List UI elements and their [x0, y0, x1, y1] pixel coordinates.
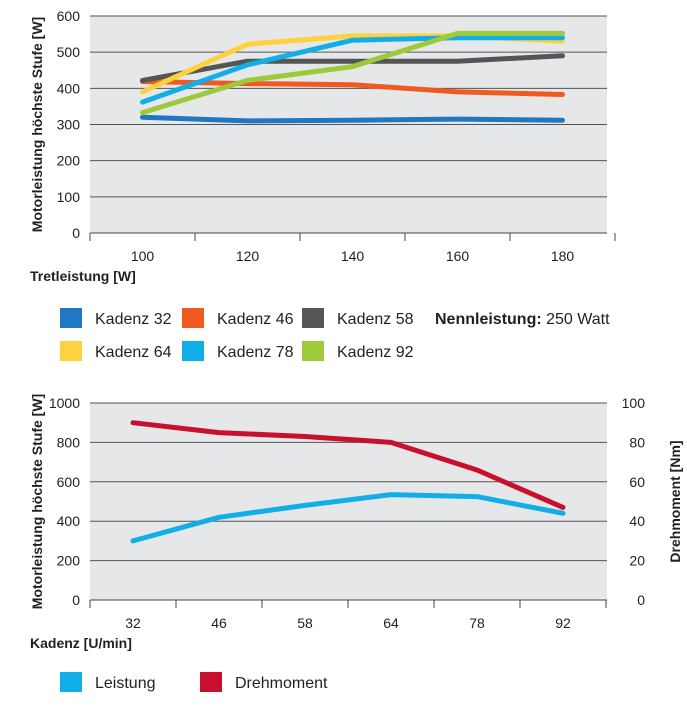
y-tick-label: 300 — [57, 117, 81, 133]
y-tick-label: 400 — [57, 80, 81, 96]
y-tick-label: 200 — [57, 153, 81, 169]
nominal-power-note: Nennleistung: 250 Watt — [435, 311, 610, 328]
legend-label: Drehmoment — [235, 675, 328, 692]
legend-swatch — [302, 341, 324, 361]
x-tick-label: 120 — [236, 248, 260, 264]
x-tick-label: 58 — [297, 615, 313, 631]
legend-swatch — [182, 341, 204, 361]
note-bold: Nennleistung: — [435, 311, 542, 328]
legend-swatch — [60, 308, 82, 328]
y-tick-label: 0 — [72, 592, 80, 608]
legend-swatch — [60, 672, 82, 692]
legend-label: Kadenz 32 — [95, 311, 172, 328]
series-line-kadenz-32 — [140, 114, 565, 124]
legend-label: Kadenz 58 — [337, 311, 414, 328]
legend-swatch — [60, 341, 82, 361]
y-tick-label: 200 — [57, 553, 81, 569]
x-axis-label: Kadenz [U/min] — [30, 635, 132, 651]
legend-label: Kadenz 92 — [337, 344, 414, 361]
y-tick-label: 600 — [57, 8, 81, 24]
y-tick-label: 500 — [57, 44, 81, 60]
y-axis-label: Motorleistung höchste Stufe [W] — [29, 394, 45, 609]
x-tick-label: 160 — [446, 248, 470, 264]
y-right-tick-label: 40 — [629, 513, 645, 529]
y-tick-label: 1000 — [49, 395, 80, 411]
legend-label: Kadenz 78 — [217, 344, 294, 361]
series-line-kadenz-78 — [140, 35, 565, 105]
y-right-tick-label: 0 — [637, 592, 645, 608]
series-line-kadenz-92 — [140, 30, 565, 116]
x-tick-label: 64 — [383, 615, 399, 631]
y-tick-label: 600 — [57, 474, 81, 490]
y-right-tick-label: 60 — [629, 474, 645, 490]
y-right-axis-label: Drehmoment [Nm] — [667, 440, 683, 562]
legend-swatch — [182, 308, 204, 328]
x-axis-label: Tretleistung [W] — [30, 268, 136, 284]
series-line-kadenz-46 — [140, 79, 565, 97]
x-tick-label: 46 — [211, 615, 227, 631]
series-line-drehmoment — [130, 420, 566, 510]
y-tick-label: 800 — [57, 434, 81, 450]
x-tick-label: 78 — [469, 615, 485, 631]
x-tick-label: 140 — [341, 248, 365, 264]
legend-label: Leistung — [95, 675, 156, 692]
series-line-leistung — [130, 492, 566, 544]
legend-swatch — [302, 308, 324, 328]
y-tick-label: 100 — [57, 189, 81, 205]
series-line-kadenz-58 — [140, 53, 565, 83]
y-axis-label: Motorleistung höchste Stufe [W] — [29, 17, 45, 232]
x-tick-label: 180 — [551, 248, 575, 264]
y-tick-label: 400 — [57, 513, 81, 529]
y-tick-label: 0 — [72, 225, 80, 241]
y-right-tick-label: 20 — [629, 553, 645, 569]
note-text: 250 Watt — [542, 311, 610, 328]
x-tick-label: 32 — [125, 615, 141, 631]
legend-label: Kadenz 64 — [95, 344, 172, 361]
x-tick-label: 100 — [131, 248, 155, 264]
legend-label: Kadenz 46 — [217, 311, 294, 328]
y-right-tick-label: 100 — [622, 395, 646, 411]
y-right-tick-label: 80 — [629, 434, 645, 450]
x-tick-label: 92 — [555, 615, 571, 631]
legend-swatch — [200, 672, 222, 692]
